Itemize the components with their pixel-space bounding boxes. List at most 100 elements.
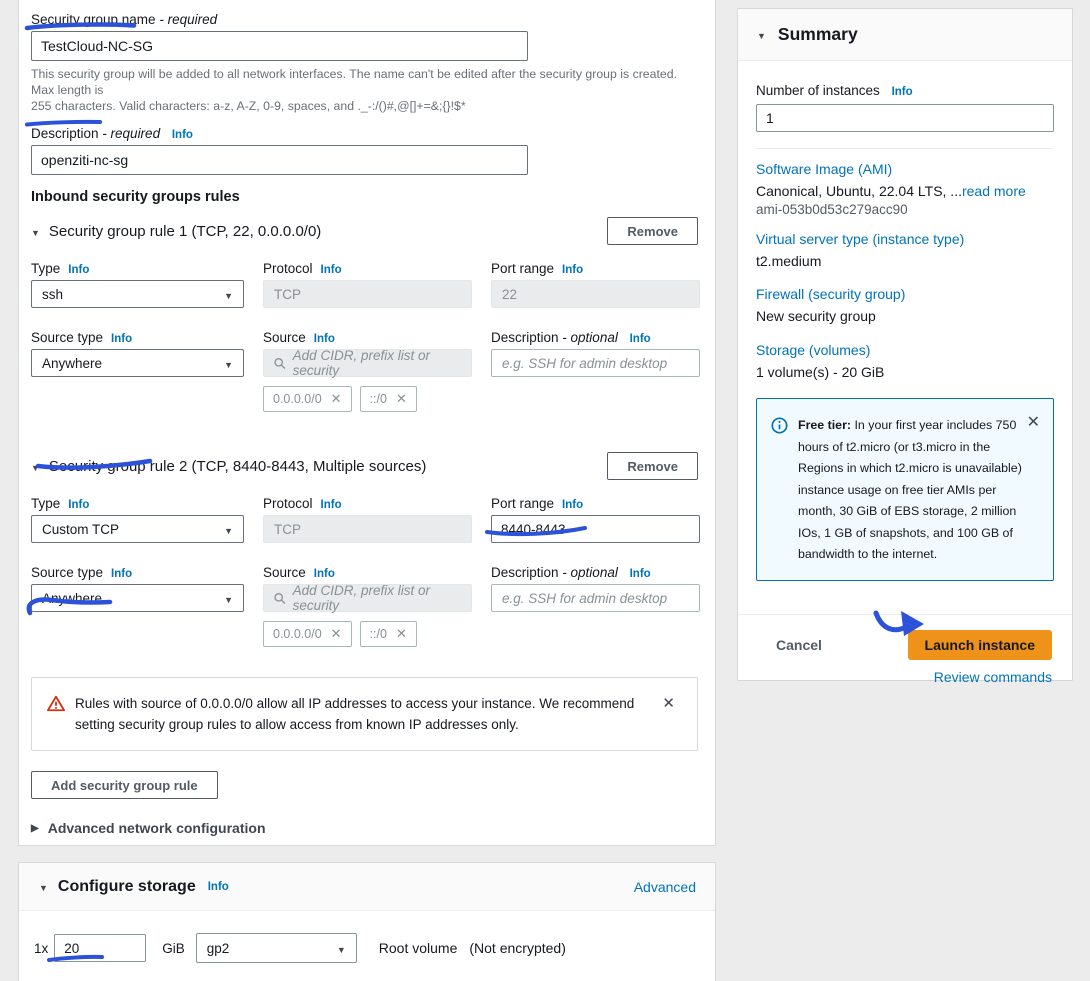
close-icon[interactable]: ✕ [1026,414,1040,431]
network-settings-panel: Security group name - required This secu… [18,0,716,846]
free-tier-text: Free tier: In your first year includes 7… [798,418,1022,561]
ami-description: Canonical, Ubuntu, 22.04 LTS, ...read mo… [756,183,1026,199]
rule-1-source-search[interactable]: Add CIDR, prefix list or security [263,348,472,378]
rule-2-expander[interactable]: ▼ Security group rule 2 (TCP, 8440-8443,… [31,458,426,475]
rule-2-remove-button[interactable]: Remove [607,452,698,480]
launch-instance-button[interactable]: Launch instance [907,629,1052,660]
rule-1-expander[interactable]: ▼ Security group rule 1 (TCP, 22, 0.0.0.… [31,223,321,240]
add-security-group-rule-button[interactable]: Add security group rule [31,771,218,799]
rule-2-source-chips: 0.0.0.0/0 ✕ ::/0 ✕ [263,621,472,647]
warning-text: Rules with source of 0.0.0.0/0 allow all… [75,696,635,732]
volume-type-select[interactable]: gp2 ▼ [195,933,357,963]
instances-info-link[interactable]: Info [891,86,913,98]
firewall-value: New security group [756,308,876,324]
chevron-right-icon: ▶ [31,822,39,834]
source-type-info-link[interactable]: Info [111,333,133,345]
chevron-down-icon: ▼ [224,359,233,370]
storage-volumes-value: 1 volume(s) - 20 GiB [756,364,885,380]
desc-info-link[interactable]: Info [629,568,651,580]
close-icon[interactable]: ✕ [662,695,675,712]
rule-2-protocol-label: Protocol Info [263,496,342,511]
rule-2-description-input[interactable] [491,584,700,612]
protocol-info-link[interactable]: Info [320,264,342,276]
number-of-instances-input[interactable] [756,104,1054,132]
chevron-down-icon[interactable]: ▼ [757,31,766,41]
chevron-down-icon: ▼ [224,594,233,605]
firewall-link[interactable]: Firewall (security group) [756,286,906,302]
volume-multiplier: 1x [34,940,49,956]
storage-advanced-link[interactable]: Advanced [633,878,696,895]
number-of-instances-label: Number of instances Info [756,83,913,98]
storage-info-link[interactable]: Info [207,880,229,893]
root-volume-label: Root volume [378,940,458,956]
remove-chip-icon[interactable]: ✕ [395,391,407,406]
chevron-down-icon: ▼ [224,290,233,301]
instance-type-link[interactable]: Virtual server type (instance type) [756,231,965,247]
rule-2-protocol-field-disabled: TCP [263,515,472,543]
rule-1-source-type-select[interactable]: Anywhere ▼ [31,349,244,377]
security-group-name-help: This security group will be added to all… [31,67,678,113]
rule-1-source-label: Source Info [263,330,335,345]
port-info-link[interactable]: Info [562,499,584,511]
rule-2-type-select[interactable]: Custom TCP ▼ [31,515,244,543]
open-cidr-warning: Rules with source of 0.0.0.0/0 allow all… [31,677,698,751]
divider [756,148,1054,149]
desc-info-link[interactable]: Info [629,333,651,345]
source-info-link[interactable]: Info [313,333,335,345]
description-info-link[interactable]: Info [171,129,193,141]
summary-footer: Cancel Launch instance Review commands [738,613,1072,685]
rule-1-description-input[interactable] [491,349,700,377]
description-input[interactable] [31,145,528,175]
root-volume-row: 1x GiB gp2 ▼ Root volume (Not encrypted) [34,933,715,963]
rule-1-port-field-disabled: 22 [491,280,700,308]
rule-1-source-type-label: Source type Info [31,330,133,345]
rule-1-port-label: Port range Info [491,261,584,276]
rule-2-type-label: Type Info [31,496,90,511]
remove-chip-icon[interactable]: ✕ [330,626,342,641]
instance-type-value: t2.medium [756,253,822,269]
type-info-link[interactable]: Info [68,499,90,511]
source-type-info-link[interactable]: Info [111,568,133,580]
search-icon [274,357,286,369]
rule-1-desc-label: Description - optional Info [491,330,651,345]
summary-header: ▼ Summary [738,9,1072,61]
description-label: Description - required Info [31,126,193,141]
cidr-chip: ::/0 ✕ [359,386,417,412]
rule-2-port-input[interactable] [491,515,700,543]
chevron-down-icon: ▼ [31,462,40,473]
review-commands-link[interactable]: Review commands [933,668,1052,685]
read-more-link[interactable]: read more [961,183,1026,199]
remove-chip-icon[interactable]: ✕ [395,626,407,641]
inbound-rules-heading: Inbound security groups rules [31,189,240,205]
security-group-name-input[interactable] [31,31,528,61]
storage-volumes-link[interactable]: Storage (volumes) [756,342,871,358]
rule-2-source-type-label: Source type Info [31,565,133,580]
summary-title: Summary [777,24,858,44]
software-image-link[interactable]: Software Image (AMI) [756,161,893,177]
summary-panel: ▼ Summary Number of instances Info Softw… [737,8,1073,685]
configure-storage-expander[interactable]: ▼ Configure storage Info [39,877,229,895]
security-group-name-label: Security group name - required [31,12,698,27]
info-icon [771,417,788,434]
volume-size-input[interactable] [54,934,147,962]
port-info-link[interactable]: Info [562,264,584,276]
source-info-link[interactable]: Info [313,568,335,580]
type-info-link[interactable]: Info [68,264,90,276]
cancel-button[interactable]: Cancel [776,636,822,653]
security-group-rule-1-header: ▼ Security group rule 1 (TCP, 22, 0.0.0.… [31,217,698,245]
rule-2-port-label: Port range Info [491,496,584,511]
cidr-chip: 0.0.0.0/0 ✕ [263,386,352,412]
rule-1-type-label: Type Info [31,261,90,276]
rule-2-source-search[interactable]: Add CIDR, prefix list or security [263,583,472,613]
protocol-info-link[interactable]: Info [320,499,342,511]
rule-1-remove-button[interactable]: Remove [607,217,698,245]
volume-unit-label: GiB [162,940,185,956]
rule-1-type-select[interactable]: ssh ▼ [31,280,244,308]
configure-storage-header: ▼ Configure storage Info Advanced [19,863,715,911]
remove-chip-icon[interactable]: ✕ [330,391,342,406]
advanced-network-configuration-expander[interactable]: ▶ Advanced network configuration [31,820,266,836]
rule-1-source-chips: 0.0.0.0/0 ✕ ::/0 ✕ [263,386,472,412]
rule-1-title: Security group rule 1 (TCP, 22, 0.0.0.0/… [48,222,322,240]
required-suffix: - required [159,12,218,27]
rule-2-source-type-select[interactable]: Anywhere ▼ [31,584,244,612]
